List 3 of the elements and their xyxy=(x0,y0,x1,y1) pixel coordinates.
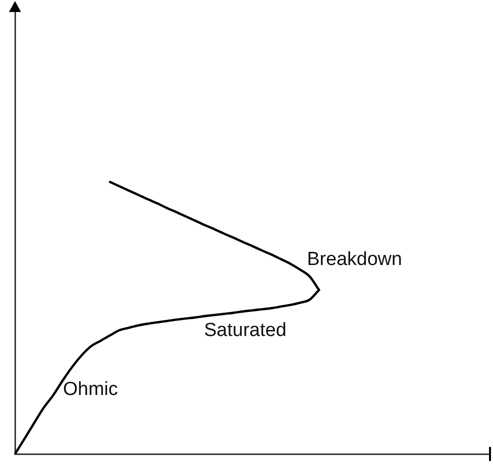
annotation: Saturated xyxy=(204,320,286,342)
annotation: Ohmic xyxy=(63,379,118,400)
annotation: Breakdown xyxy=(307,249,402,270)
